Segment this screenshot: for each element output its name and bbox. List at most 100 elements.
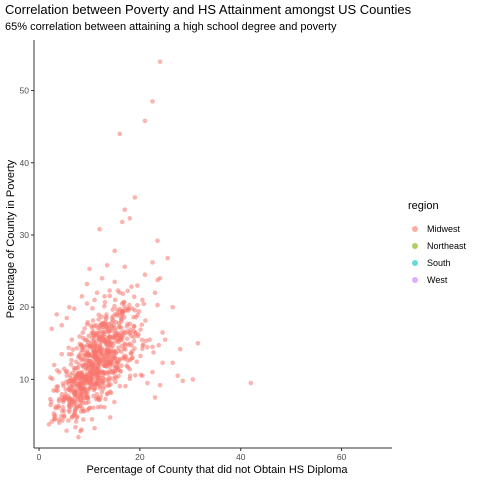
- data-point: [51, 362, 57, 368]
- data-point: [102, 359, 108, 365]
- y-tick-label: 10: [20, 374, 30, 384]
- data-point: [108, 340, 114, 345]
- ticks-layer: 0 20 40 60 10 20 30 40 50: [20, 86, 347, 462]
- data-point: [122, 264, 128, 270]
- data-point: [52, 413, 58, 418]
- legend-label: West: [427, 274, 448, 285]
- data-point: [100, 375, 106, 381]
- data-point: [53, 388, 59, 393]
- data-point: [150, 260, 155, 265]
- data-point: [107, 415, 113, 420]
- data-point: [143, 318, 148, 323]
- data-point: [151, 350, 156, 355]
- data-point: [139, 337, 145, 343]
- data-point: [47, 396, 53, 402]
- data-point: [68, 362, 74, 367]
- data-point: [94, 368, 100, 373]
- data-point: [110, 307, 116, 312]
- data-point: [71, 365, 77, 371]
- data-point: [113, 379, 118, 385]
- x-tick-label: 0: [37, 452, 42, 462]
- x-tick-label: 60: [337, 452, 347, 462]
- data-point: [92, 297, 97, 303]
- data-point: [70, 347, 76, 352]
- data-point: [77, 376, 83, 382]
- data-point: [157, 276, 163, 281]
- data-point: [108, 382, 113, 387]
- data-point: [112, 355, 118, 361]
- data-point: [132, 346, 137, 351]
- data-point: [54, 312, 59, 317]
- data-point: [112, 297, 118, 303]
- data-point: [125, 288, 130, 294]
- data-point: [117, 357, 123, 363]
- data-point: [67, 304, 72, 310]
- data-point: [99, 322, 105, 327]
- data-point: [99, 390, 105, 395]
- data-point: [129, 333, 134, 339]
- data-point: [112, 312, 118, 317]
- data-point: [82, 326, 87, 331]
- data-point: [92, 343, 97, 349]
- data-point: [86, 406, 92, 411]
- data-point: [102, 384, 107, 389]
- data-point: [157, 59, 163, 64]
- data-point: [86, 333, 92, 339]
- data-point: [145, 380, 150, 386]
- data-point: [88, 343, 94, 349]
- data-point: [80, 330, 86, 335]
- data-point: [117, 131, 123, 137]
- data-point: [80, 363, 85, 369]
- data-point: [80, 345, 86, 351]
- y-tick-label: 30: [20, 230, 30, 240]
- data-point: [106, 329, 112, 334]
- data-point: [90, 306, 95, 311]
- data-point: [51, 416, 57, 422]
- y-tick-label: 20: [20, 302, 30, 312]
- data-point: [135, 303, 140, 308]
- data-point: [80, 417, 86, 422]
- data-point: [69, 377, 75, 382]
- data-point: [112, 399, 117, 405]
- data-point: [138, 353, 143, 359]
- data-point: [69, 384, 75, 390]
- data-point: [95, 395, 100, 401]
- data-point: [85, 350, 91, 356]
- legend-item: Northeast: [408, 237, 466, 254]
- chart-subtitle: 65% correlation between attaining a high…: [5, 21, 337, 33]
- data-point: [73, 424, 78, 430]
- legend-item: Midwest: [408, 220, 466, 237]
- data-point: [101, 354, 107, 359]
- data-point: [75, 405, 80, 411]
- data-point: [103, 339, 109, 345]
- data-point: [117, 324, 123, 329]
- legend-swatch: [412, 259, 418, 266]
- data-point: [84, 281, 90, 287]
- data-point: [92, 425, 97, 431]
- data-point: [64, 373, 70, 378]
- data-point: [94, 392, 100, 397]
- data-point: [84, 322, 90, 327]
- data-point: [119, 309, 125, 314]
- data-point: [112, 303, 117, 309]
- data-point: [134, 359, 140, 365]
- data-point: [64, 428, 69, 434]
- data-point: [124, 363, 130, 368]
- data-point: [160, 330, 165, 335]
- data-point: [80, 386, 85, 391]
- data-point: [118, 330, 124, 335]
- data-point: [97, 344, 102, 350]
- data-point: [56, 420, 62, 426]
- data-point: [117, 383, 123, 389]
- data-point: [91, 339, 97, 344]
- data-point: [141, 342, 146, 347]
- data-point: [69, 357, 74, 363]
- data-point: [73, 388, 79, 393]
- data-point: [79, 294, 85, 299]
- data-point: [119, 317, 124, 322]
- legend-swatch: [412, 225, 418, 232]
- data-point: [133, 373, 138, 378]
- legend-swatch: [412, 276, 418, 283]
- data-point: [84, 301, 90, 306]
- data-point: [83, 366, 89, 372]
